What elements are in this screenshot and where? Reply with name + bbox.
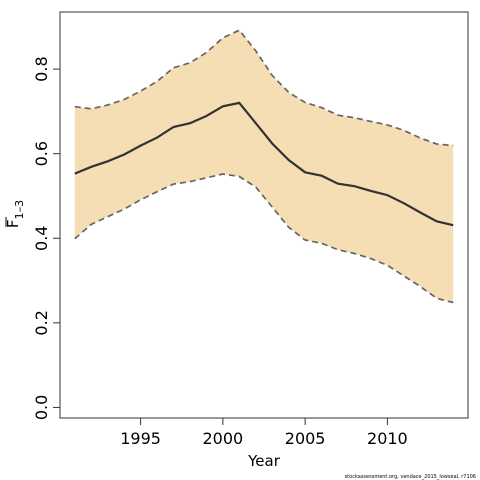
y-tick-label: 0.8	[32, 56, 51, 81]
plot-area	[74, 29, 454, 304]
y-axis-title: F1–3	[4, 200, 26, 228]
upper-bound-line	[74, 29, 454, 147]
x-tick-label: 2010	[367, 429, 408, 448]
x-axis: 1995 2000 2005 2010	[120, 417, 408, 448]
confidence-band	[74, 30, 454, 303]
y-axis-title-main: F	[4, 219, 22, 228]
y-axis: 0.0 0.2 0.4 0.6 0.8	[32, 56, 61, 420]
x-tick-label: 1995	[120, 429, 161, 448]
svg-text:F1–3: F1–3	[4, 200, 26, 228]
y-tick-label: 0.4	[32, 226, 51, 251]
y-axis-title-subscript: 1–3	[13, 200, 26, 220]
credit-text: stockassessment.org, vendace_2015_lowsea…	[345, 474, 476, 480]
x-axis-title: Year	[247, 452, 281, 470]
x-tick-label: 2005	[285, 429, 326, 448]
y-tick-label: 0.6	[32, 141, 51, 166]
x-tick-label: 2000	[203, 429, 244, 448]
y-tick-label: 0.0	[32, 395, 51, 420]
lower-bound-line	[74, 173, 454, 304]
y-tick-label: 0.2	[32, 310, 51, 335]
estimate-line	[74, 101, 454, 227]
